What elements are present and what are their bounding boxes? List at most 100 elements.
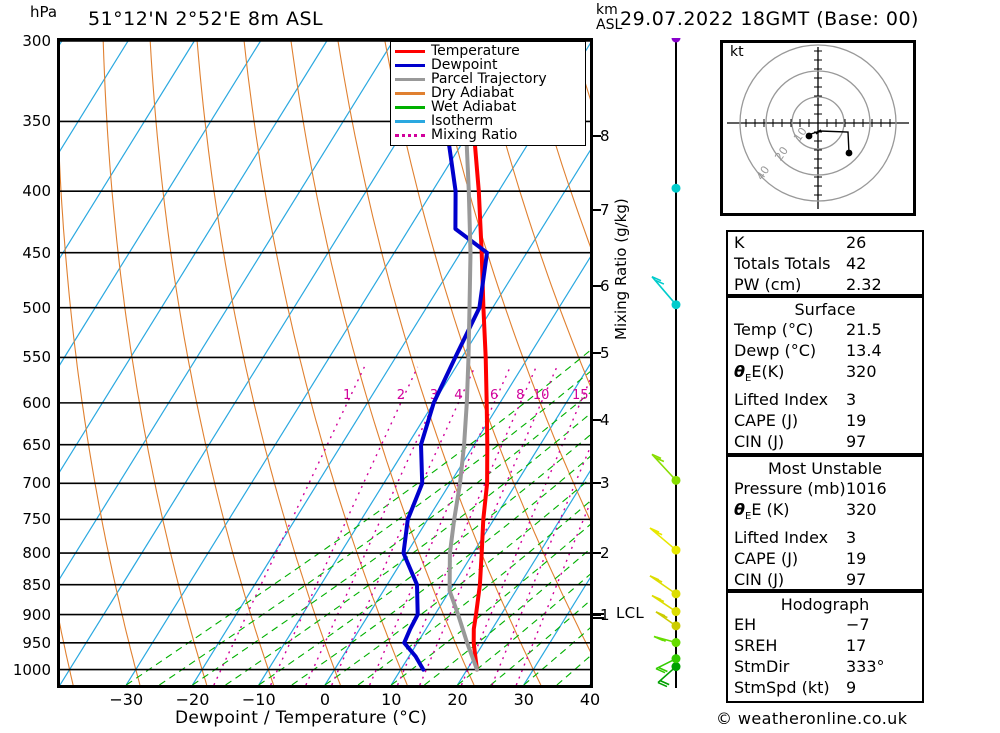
- stat-label: StmSpd (kt): [734, 678, 830, 697]
- temperature-tick-30: 30: [513, 690, 534, 709]
- legend-swatch-icon: [395, 105, 425, 109]
- pressure-axis-unit-label: hPa: [30, 3, 58, 21]
- stat-label: Dewp (°C): [734, 341, 817, 360]
- panel-hodograph-stats: Hodograph EH −7 SREH 17 StmDir 333° StmSpd (kt)…: [726, 591, 924, 703]
- stat-value: 1016: [846, 479, 887, 498]
- legend: Temperature Dewpoint Parcel Trajectory Dry …: [390, 41, 586, 146]
- panel-title: Most Unstable: [768, 459, 882, 478]
- legend-swatch-icon: [395, 63, 425, 67]
- stat-row: PW (cm) 2.32: [728, 274, 922, 295]
- stat-row: Totals Totals 42: [728, 253, 922, 274]
- pressure-tick-750: 750: [22, 510, 51, 529]
- svg-text:1: 1: [343, 388, 351, 403]
- panel-surface: Surface Temp (°C) 21.5 Dewp (°C) 13.4 θEE(K) 3…: [726, 296, 924, 455]
- stat-row: θEE(K) 320: [728, 361, 922, 389]
- height-tick-mark: [593, 135, 601, 138]
- pressure-tick-900: 900: [22, 605, 51, 624]
- height-tick-1: 1: [600, 605, 610, 624]
- pressure-tick-1000: 1000: [12, 660, 51, 679]
- stat-value: 21.5: [846, 320, 882, 339]
- temperature-tick-10: 10: [381, 690, 402, 709]
- copyright-notice: © weatheronline.co.uk: [716, 709, 908, 728]
- lcl-tick-mark: [590, 616, 604, 619]
- legend-label: Dry Adiabat: [431, 85, 514, 101]
- stat-value: 19: [846, 411, 867, 431]
- legend-swatch-icon: [395, 77, 425, 81]
- stat-label: K: [734, 233, 745, 252]
- stat-row: CAPE (J) 19: [728, 410, 922, 431]
- stat-value: 17: [846, 636, 867, 655]
- height-tick-mark: [593, 482, 601, 485]
- pressure-tick-500: 500: [22, 298, 51, 317]
- pressure-tick-700: 700: [22, 474, 51, 493]
- stat-value: 13.4: [846, 341, 882, 360]
- mixing-ratio-axis-title: Mixing Ratio (g/kg): [612, 198, 630, 340]
- stat-row: SREH 17: [728, 635, 922, 656]
- pressure-tick-800: 800: [22, 544, 51, 563]
- svg-text:10: 10: [533, 388, 550, 403]
- stat-row: Dewp (°C) 13.4: [728, 340, 922, 361]
- stat-value: −7: [846, 615, 870, 634]
- height-tick-mark: [593, 552, 601, 555]
- x-axis-title: Dewpoint / Temperature (°C): [175, 708, 428, 728]
- height-tick-mark: [593, 285, 601, 288]
- stat-row: EH −7: [728, 614, 922, 635]
- panel-most-unstable: Most Unstable Pressure (mb) 1016 θEE (K) 320…: [726, 455, 924, 591]
- stat-value: 42: [846, 254, 867, 273]
- legend-item-wet-adiabat: Wet Adiabat: [395, 100, 581, 114]
- stat-label: Pressure (mb): [734, 479, 846, 498]
- panel-title: Hodograph: [780, 595, 870, 614]
- skewt-diagram[interactable]: 12346810152025: [57, 38, 593, 688]
- height-tick-4: 4: [600, 410, 610, 429]
- stat-value: 320: [846, 500, 877, 519]
- stat-label: Totals Totals: [734, 254, 831, 273]
- stat-value: 2.32: [846, 275, 882, 294]
- hodograph-plot[interactable]: 10 20 40: [720, 40, 916, 216]
- stat-row: CIN (J) 97: [728, 431, 922, 452]
- height-tick-3: 3: [600, 474, 610, 493]
- legend-item-dewpoint: Dewpoint: [395, 58, 581, 72]
- svg-text:4: 4: [454, 388, 462, 403]
- height-tick-2: 2: [600, 544, 610, 563]
- hodograph-unit-label: kt: [730, 44, 744, 60]
- height-tick-mark: [593, 351, 601, 354]
- stat-value: 9: [846, 678, 857, 697]
- model-run-title: 29.07.2022 18GMT (Base: 00): [620, 8, 919, 30]
- svg-text:6: 6: [490, 388, 498, 403]
- pressure-tick-950: 950: [22, 633, 51, 652]
- stat-value: 19: [846, 549, 867, 569]
- height-tick-8: 8: [600, 127, 610, 146]
- stat-row: CAPE (J) 19: [728, 548, 922, 569]
- temperature-tick-0: 0: [319, 690, 331, 709]
- legend-label: Dewpoint: [431, 57, 498, 73]
- panel-title: Surface: [794, 300, 856, 319]
- legend-label: Isotherm: [431, 113, 494, 129]
- legend-item-dry-adiabat: Dry Adiabat: [395, 86, 581, 100]
- pressure-tick-850: 850: [22, 575, 51, 594]
- stat-value: 97: [846, 570, 867, 590]
- stat-label: StmDir: [734, 657, 790, 676]
- height-unit-asl: ASL: [596, 17, 623, 33]
- stat-row: θEE (K) 320: [728, 499, 922, 527]
- legend-swatch-icon: [395, 119, 425, 123]
- stat-label: PW (cm): [734, 275, 802, 294]
- svg-text:2: 2: [397, 388, 405, 403]
- stat-label: CAPE (J): [734, 549, 799, 569]
- height-tick-7: 7: [600, 201, 610, 220]
- stat-value: 3: [846, 528, 857, 548]
- legend-item-temperature: Temperature: [395, 44, 581, 58]
- height-axis-unit-label: km ASL: [596, 3, 622, 33]
- svg-text:3: 3: [430, 388, 438, 403]
- stat-value: 97: [846, 432, 867, 452]
- skewt-canvas: 12346810152025: [60, 41, 590, 685]
- temperature-tick--30: −30: [109, 690, 144, 709]
- legend-label: Parcel Trajectory: [431, 71, 547, 87]
- height-tick-mark: [593, 418, 601, 421]
- stat-row: Temp (°C) 21.5: [728, 319, 922, 340]
- stat-row: Pressure (mb) 1016: [728, 478, 922, 499]
- pressure-tick-400: 400: [22, 182, 51, 201]
- stat-value: 333°: [846, 657, 885, 676]
- panel-indices: K 26 Totals Totals 42 PW (cm) 2.32: [726, 230, 924, 296]
- pressure-tick-350: 350: [22, 112, 51, 131]
